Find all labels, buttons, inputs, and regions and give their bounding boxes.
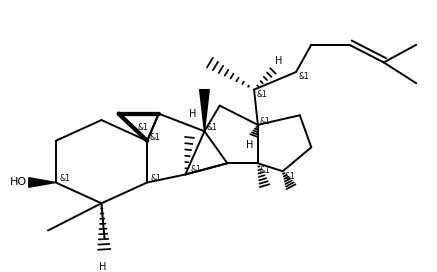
Text: &1: &1: [260, 116, 271, 125]
Text: &1: &1: [138, 123, 149, 132]
Text: HO: HO: [10, 177, 27, 187]
Text: &1: &1: [284, 172, 295, 181]
Text: &1: &1: [260, 166, 271, 175]
Text: &1: &1: [150, 174, 161, 183]
Text: H: H: [246, 140, 254, 150]
Text: H: H: [189, 109, 197, 119]
Text: &1: &1: [59, 174, 70, 183]
Text: &1: &1: [190, 165, 201, 174]
Text: H: H: [275, 55, 282, 66]
Polygon shape: [200, 90, 209, 131]
Text: &1: &1: [299, 72, 310, 81]
Text: &1: &1: [206, 123, 217, 132]
Text: &1: &1: [149, 132, 160, 141]
Text: &1: &1: [257, 90, 268, 99]
Text: H: H: [99, 262, 106, 272]
Polygon shape: [29, 178, 55, 187]
